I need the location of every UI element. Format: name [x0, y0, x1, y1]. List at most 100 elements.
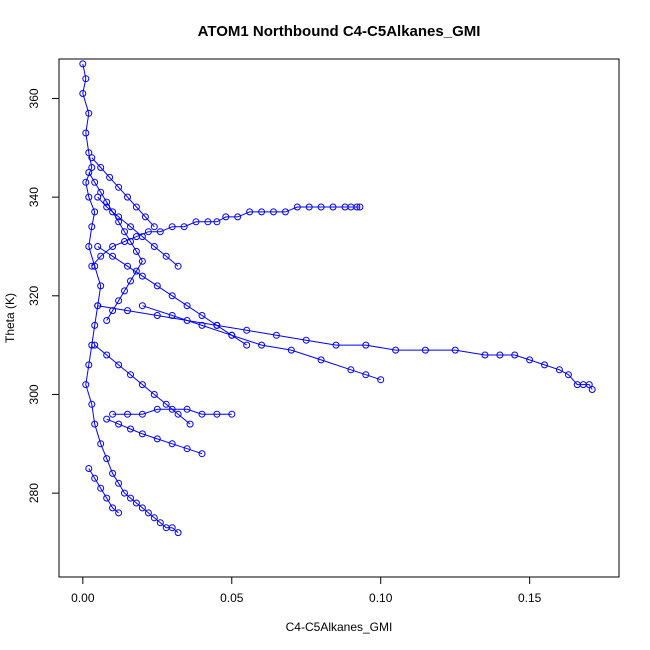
data-point: [132, 247, 140, 255]
data-point: [153, 405, 161, 413]
data-point: [287, 346, 295, 354]
data-point: [329, 203, 337, 211]
data-point: [109, 469, 117, 477]
data-point: [115, 479, 123, 487]
data-point: [94, 193, 102, 201]
data-point: [88, 341, 96, 349]
data-point: [103, 317, 111, 324]
data-point: [82, 381, 90, 389]
data-point: [272, 331, 280, 339]
data-point: [192, 218, 200, 226]
data-point: [317, 356, 325, 364]
data-point: [156, 228, 164, 236]
data-point: [150, 243, 158, 250]
data-point: [85, 361, 93, 369]
series-line: [94, 344, 191, 425]
data-point: [88, 154, 96, 162]
data-point: [109, 307, 117, 315]
data-point: [564, 371, 572, 379]
data-point: [183, 302, 191, 310]
data-point: [180, 223, 188, 231]
y-tick-label: 340: [27, 187, 41, 207]
data-point: [168, 440, 176, 448]
data-point: [153, 435, 161, 443]
data-point: [174, 529, 182, 537]
data-point: [91, 420, 99, 428]
data-point: [183, 317, 191, 324]
data-point: [168, 223, 176, 231]
data-point: [91, 341, 99, 349]
data-point: [451, 346, 459, 354]
data-point: [127, 371, 134, 379]
data-point: [97, 164, 105, 171]
data-point: [91, 321, 99, 329]
data-point: [421, 346, 429, 354]
data-point: [186, 420, 194, 428]
data-point: [153, 312, 161, 319]
x-tick-label: 0.15: [518, 591, 542, 605]
data-point: [496, 351, 504, 359]
data-point: [109, 504, 117, 512]
data-point: [103, 494, 111, 502]
data-point: [138, 504, 146, 512]
y-tick-label: 320: [27, 285, 41, 305]
data-point: [302, 336, 310, 344]
data-point: [138, 272, 146, 280]
data-point: [150, 223, 158, 231]
data-point: [88, 223, 96, 231]
data-point: [305, 203, 313, 211]
data-point: [127, 494, 134, 502]
data-point: [88, 262, 96, 270]
data-point: [243, 341, 251, 349]
data-point: [82, 178, 90, 186]
data-point: [103, 198, 111, 206]
series-line: [97, 246, 247, 346]
data-point: [85, 149, 93, 157]
data-point: [115, 361, 123, 369]
data-point: [127, 277, 134, 285]
data-point: [91, 262, 99, 270]
data-point: [85, 109, 93, 117]
data-point: [138, 233, 146, 241]
data-point: [168, 312, 176, 319]
data-point: [150, 514, 158, 522]
data-point: [115, 297, 123, 305]
series-line: [88, 172, 143, 321]
data-point: [162, 252, 170, 260]
data-point: [555, 366, 563, 374]
data-point: [317, 203, 325, 211]
data-point: [138, 257, 146, 265]
data-point: [377, 376, 385, 384]
data-point: [121, 489, 128, 497]
data-point: [82, 75, 90, 83]
data-point: [228, 331, 236, 339]
series-line: [97, 305, 593, 390]
y-axis-label: Theta (K): [3, 293, 17, 343]
data-point: [150, 391, 158, 398]
data-point: [258, 208, 266, 216]
x-axis: 0.00 0.05 0.10 0.15: [71, 576, 542, 605]
data-point: [198, 410, 206, 418]
y-tick-label: 360: [27, 88, 41, 108]
y-axis: 280 300 320 340 360: [27, 88, 60, 503]
data-point: [198, 312, 206, 319]
data-point: [141, 213, 149, 221]
x-tick-label: 0.05: [220, 591, 244, 605]
data-point: [94, 243, 102, 250]
data-point: [228, 410, 236, 418]
data-point: [124, 307, 131, 315]
data-point: [121, 228, 128, 236]
data-point: [353, 203, 361, 211]
data-point: [144, 509, 152, 517]
data-point: [106, 173, 114, 181]
data-point: [281, 208, 289, 216]
data-point: [347, 366, 355, 374]
data-point: [132, 203, 140, 211]
series-line: [91, 157, 155, 228]
data-point: [174, 262, 182, 270]
data-point: [213, 410, 221, 418]
x-tick-label: 0.10: [369, 591, 393, 605]
data-point: [198, 321, 206, 329]
data-point: [332, 341, 340, 349]
